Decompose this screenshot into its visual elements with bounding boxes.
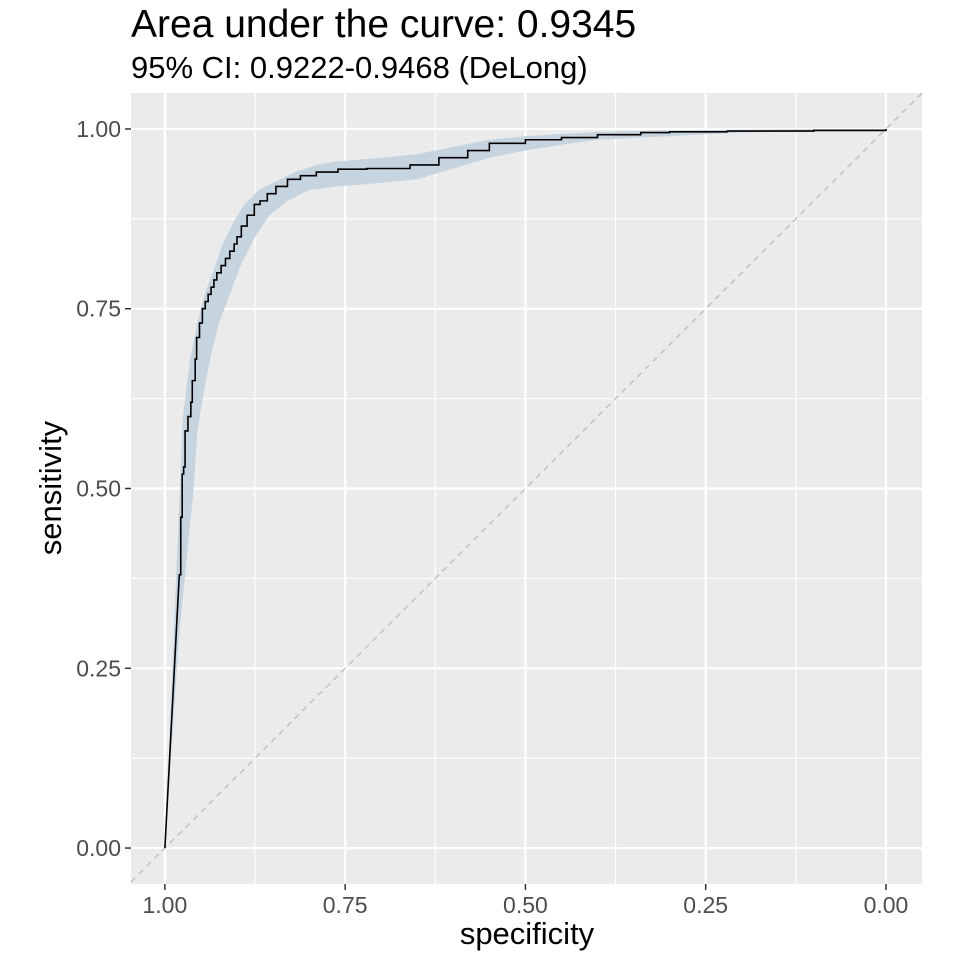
x-tick-label: 0.75 (323, 892, 368, 918)
y-tick-label: 1.00 (76, 116, 121, 142)
chart-subtitle: 95% CI: 0.9222-0.9468 (DeLong) (131, 50, 588, 85)
x-tick-label: 1.00 (143, 892, 188, 918)
y-tick-label: 0.50 (76, 476, 121, 502)
y-tick-label: 0.75 (76, 296, 121, 322)
y-axis-title: sensitivity (33, 420, 68, 555)
chart-title: Area under the curve: 0.9345 (131, 3, 636, 46)
y-axis-ticks: 0.00 0.25 0.50 0.75 1.00 (76, 116, 131, 861)
x-tick-label: 0.50 (503, 892, 548, 918)
y-tick-label: 0.25 (76, 655, 121, 681)
x-axis-title: specificity (460, 916, 595, 951)
grid-major (131, 93, 922, 884)
x-tick-label: 0.00 (864, 892, 909, 918)
x-axis-ticks: 1.00 0.75 0.50 0.25 0.00 (143, 884, 909, 918)
y-tick-label: 0.00 (76, 835, 121, 861)
roc-curve-line (164, 128, 887, 849)
x-tick-label: 0.25 (683, 892, 728, 918)
